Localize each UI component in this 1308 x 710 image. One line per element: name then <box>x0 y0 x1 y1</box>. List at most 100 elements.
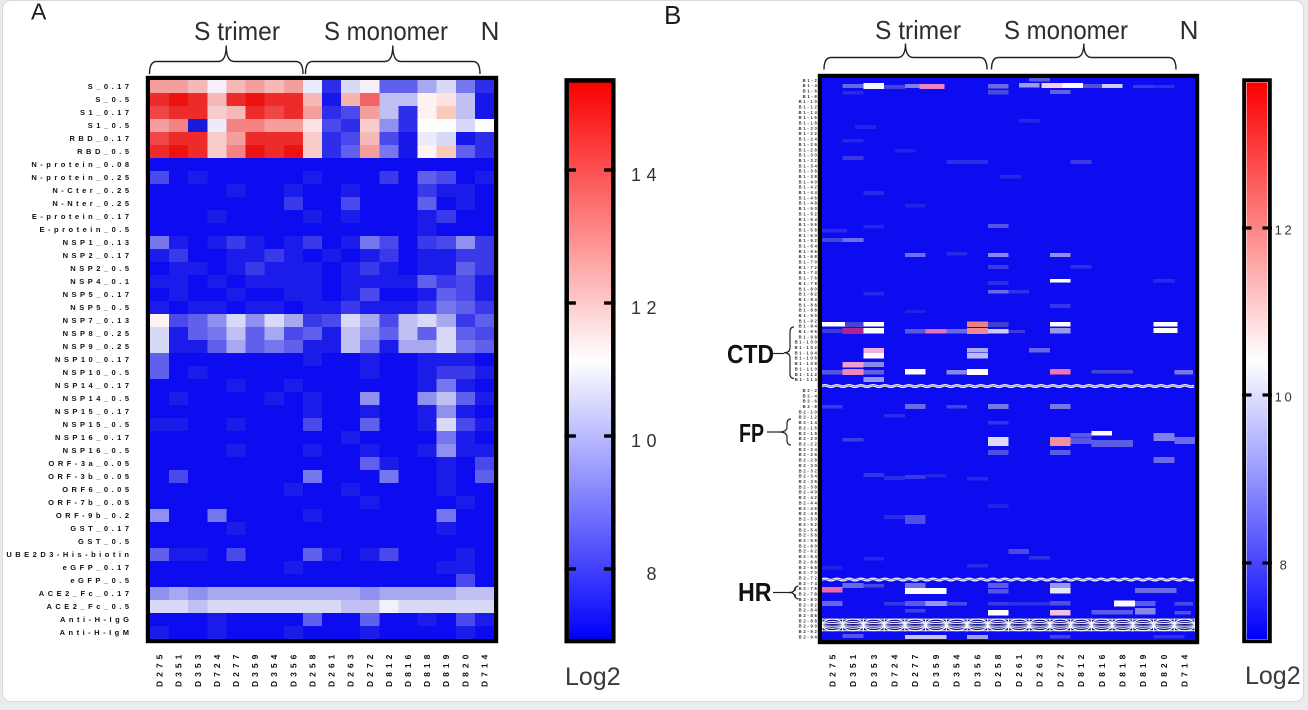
svg-text:D258: D258 <box>993 651 1003 687</box>
svg-text:B2-28: B2-28 <box>799 458 819 463</box>
svg-text:Anti-H-IgG: Anti-H-IgG <box>60 615 133 624</box>
svg-text:NSP5_0.5: NSP5_0.5 <box>70 303 132 312</box>
svg-text:B1-62: B1-62 <box>799 238 819 243</box>
svg-text:B1-56: B1-56 <box>799 222 819 227</box>
svg-text:14: 14 <box>631 165 662 185</box>
svg-text:B1-28: B1-28 <box>799 147 819 152</box>
svg-text:12: 12 <box>1275 223 1295 238</box>
svg-text:NSP8_0.25: NSP8_0.25 <box>63 329 133 338</box>
svg-text:D359: D359 <box>250 651 260 687</box>
svg-text:B2-94: B2-94 <box>799 635 819 640</box>
svg-text:B2-84: B2-84 <box>799 608 819 613</box>
svg-text:B1-72: B1-72 <box>799 265 819 270</box>
svg-text:NSP16_0.5: NSP16_0.5 <box>63 446 133 455</box>
svg-text:D819: D819 <box>1138 651 1148 687</box>
svg-text:B1-88: B1-88 <box>799 308 819 313</box>
svg-text:S trimer: S trimer <box>194 16 280 46</box>
svg-text:N: N <box>1180 15 1199 45</box>
svg-text:B1-50: B1-50 <box>799 206 819 211</box>
svg-text:D353: D353 <box>193 651 203 687</box>
svg-text:B1-102: B1-102 <box>795 345 819 350</box>
svg-text:B2-76: B2-76 <box>799 586 819 591</box>
svg-text:D724: D724 <box>890 651 900 687</box>
svg-text:GST_0.5: GST_0.5 <box>78 537 133 546</box>
svg-text:S trimer: S trimer <box>875 15 961 45</box>
svg-text:D261: D261 <box>327 651 337 687</box>
svg-text:CTD: CTD <box>727 339 774 369</box>
svg-text:B1-6: B1-6 <box>803 89 819 94</box>
svg-text:B1-52: B1-52 <box>799 211 819 216</box>
svg-text:B2-86: B2-86 <box>799 613 819 618</box>
svg-text:NSP15_0.5: NSP15_0.5 <box>63 420 133 429</box>
svg-text:B1-100: B1-100 <box>795 340 819 345</box>
svg-text:B1-30: B1-30 <box>799 153 819 158</box>
svg-text:B2-58: B2-58 <box>799 538 819 543</box>
svg-text:D359: D359 <box>931 651 941 687</box>
svg-text:RBD_0.5: RBD_0.5 <box>77 147 132 156</box>
svg-text:B2-62: B2-62 <box>799 549 819 554</box>
svg-text:N: N <box>481 16 500 46</box>
svg-text:eGFP_0.17: eGFP_0.17 <box>63 563 133 572</box>
svg-text:N-Cter_0.25: N-Cter_0.25 <box>52 186 132 195</box>
svg-text:NSP2_0.17: NSP2_0.17 <box>63 251 133 260</box>
svg-text:NSP4_0.1: NSP4_0.1 <box>70 277 132 286</box>
svg-text:B2-6: B2-6 <box>803 399 819 404</box>
svg-text:D356: D356 <box>288 651 298 687</box>
svg-text:D818: D818 <box>422 651 432 687</box>
svg-text:B2-74: B2-74 <box>799 581 819 586</box>
svg-text:B2-78: B2-78 <box>799 592 819 597</box>
svg-text:B1-68: B1-68 <box>799 254 819 259</box>
svg-text:B1-112: B1-112 <box>795 372 819 377</box>
svg-text:ACE2_Fc_0.17: ACE2_Fc_0.17 <box>39 589 133 598</box>
svg-text:D275: D275 <box>827 651 837 687</box>
svg-text:B1-34: B1-34 <box>799 163 819 168</box>
svg-text:B2-22: B2-22 <box>799 442 819 447</box>
svg-text:B1-40: B1-40 <box>799 179 819 184</box>
svg-text:D275: D275 <box>155 651 165 687</box>
svg-text:8: 8 <box>646 564 662 584</box>
svg-text:ORF-9b_0.2: ORF-9b_0.2 <box>56 511 133 520</box>
svg-text:D356: D356 <box>972 651 982 687</box>
svg-text:B2-54: B2-54 <box>799 527 819 532</box>
svg-text:NSP14_0.17: NSP14_0.17 <box>55 381 133 390</box>
svg-text:B2-66: B2-66 <box>799 559 819 564</box>
svg-text:B2-26: B2-26 <box>799 452 819 457</box>
svg-text:D353: D353 <box>869 651 879 687</box>
svg-text:B1-96: B1-96 <box>799 329 819 334</box>
svg-text:N-protein_0.25: N-protein_0.25 <box>31 173 132 182</box>
svg-text:B1-42: B1-42 <box>799 185 819 190</box>
svg-text:D277: D277 <box>231 651 241 687</box>
svg-text:S monomer: S monomer <box>324 16 448 46</box>
svg-text:D818: D818 <box>1118 651 1128 687</box>
svg-text:B1-16: B1-16 <box>799 115 819 120</box>
svg-text:B: B <box>664 0 681 30</box>
svg-text:B2-52: B2-52 <box>799 522 819 527</box>
svg-text:8: 8 <box>1280 558 1290 573</box>
svg-text:B1-2: B1-2 <box>803 78 819 83</box>
svg-text:NSP7_0.13: NSP7_0.13 <box>63 316 133 325</box>
svg-text:B2-32: B2-32 <box>799 468 819 473</box>
svg-text:Log2: Log2 <box>565 663 621 691</box>
svg-text:B1-54: B1-54 <box>799 217 819 222</box>
svg-text:B2-48: B2-48 <box>799 511 819 516</box>
svg-text:D351: D351 <box>174 651 184 687</box>
svg-text:S1_0.5: S1_0.5 <box>88 121 133 130</box>
svg-text:10: 10 <box>631 431 662 451</box>
svg-text:B2-8: B2-8 <box>803 404 819 409</box>
svg-text:D819: D819 <box>441 651 451 687</box>
svg-text:B1-4: B1-4 <box>803 83 819 88</box>
svg-text:B2-12: B2-12 <box>799 415 819 420</box>
svg-text:B1-44: B1-44 <box>799 190 819 195</box>
svg-text:D272: D272 <box>1055 651 1065 687</box>
svg-text:B1-76: B1-76 <box>799 276 819 281</box>
svg-text:Anti-H-IgM: Anti-H-IgM <box>60 628 133 637</box>
svg-text:B2-24: B2-24 <box>799 447 819 452</box>
svg-text:D816: D816 <box>1097 651 1107 687</box>
svg-text:B2-56: B2-56 <box>799 533 819 538</box>
svg-text:B2-64: B2-64 <box>799 554 819 559</box>
svg-text:D820: D820 <box>460 651 470 687</box>
svg-text:S monomer: S monomer <box>1004 15 1128 45</box>
svg-text:B1-82: B1-82 <box>799 292 819 297</box>
svg-text:B1-80: B1-80 <box>799 286 819 291</box>
svg-text:B1-78: B1-78 <box>799 281 819 286</box>
